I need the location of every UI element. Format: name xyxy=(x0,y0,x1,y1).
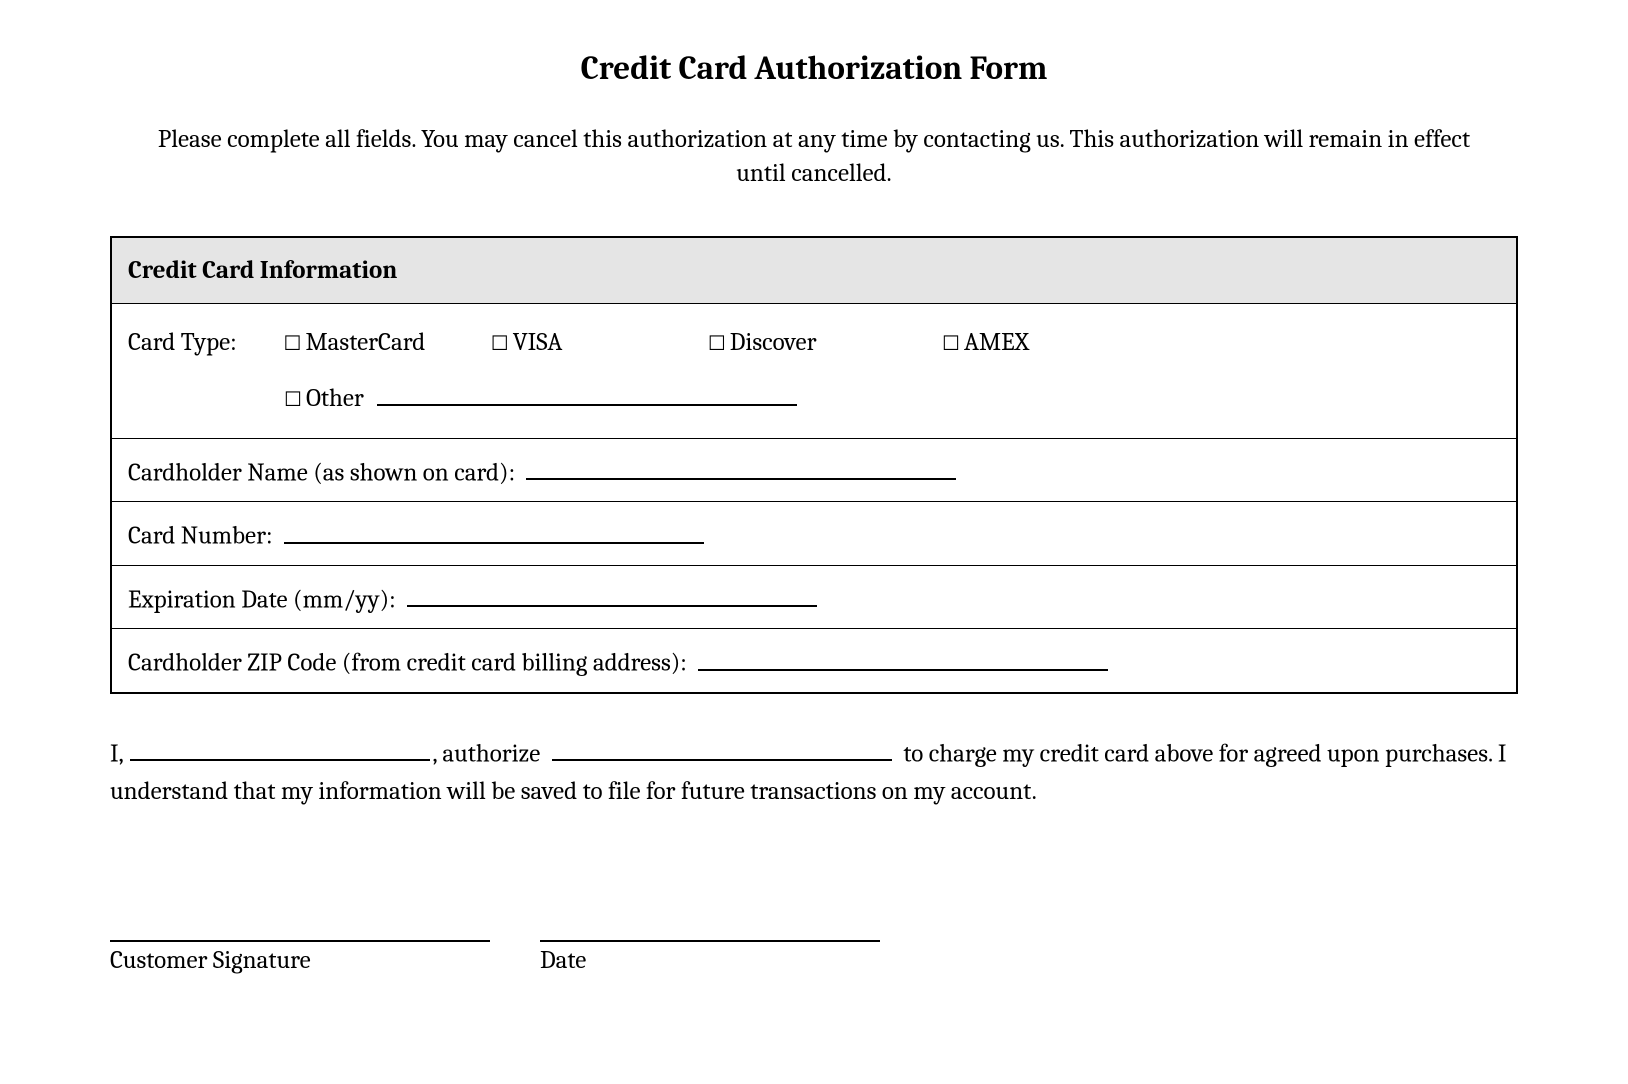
checkbox-label: AMEX xyxy=(964,328,1029,357)
zip-input-line[interactable] xyxy=(698,643,1108,671)
zip-label: Cardholder ZIP Code (from credit card bi… xyxy=(128,649,687,678)
card-number-label: Card Number: xyxy=(128,522,272,551)
checkbox-label: MasterCard xyxy=(305,328,425,357)
auth-merchant-input-line[interactable] xyxy=(552,734,892,762)
form-title: Credit Card Authorization Form xyxy=(110,50,1518,88)
checkbox-label: VISA xyxy=(513,328,563,357)
checkbox-other[interactable]: ☐Other xyxy=(284,374,797,424)
expiration-row: Expiration Date (mm/yy): xyxy=(111,565,1517,629)
customer-signature-line[interactable] xyxy=(110,940,490,942)
authorization-statement: I, , authorize to charge my credit card … xyxy=(110,734,1518,811)
card-type-label: Card Type: xyxy=(128,318,278,368)
auth-name-input-line[interactable] xyxy=(130,734,430,762)
card-type-row: Card Type: ☐MasterCard ☐VISA ☐Discover ☐… xyxy=(111,303,1517,438)
checkbox-icon: ☐ xyxy=(284,380,302,420)
instructions-text: Please complete all fields. You may canc… xyxy=(145,123,1483,191)
date-signature-line[interactable] xyxy=(540,940,880,942)
cardholder-name-input-line[interactable] xyxy=(526,453,956,481)
credit-card-info-table: Credit Card Information Card Type: ☐Mast… xyxy=(110,236,1518,694)
customer-signature-label: Customer Signature xyxy=(110,946,490,975)
checkbox-icon: ☐ xyxy=(491,324,509,364)
checkbox-icon: ☐ xyxy=(942,324,960,364)
checkbox-label: Other xyxy=(306,384,364,413)
checkbox-mastercard[interactable]: ☐MasterCard xyxy=(284,318,426,368)
cardholder-name-label: Cardholder Name (as shown on card): xyxy=(128,458,515,487)
customer-signature-block: Customer Signature xyxy=(110,940,490,975)
checkbox-amex[interactable]: ☐AMEX xyxy=(942,318,1029,368)
checkbox-visa[interactable]: ☐VISA xyxy=(491,318,563,368)
section-header: Credit Card Information xyxy=(111,237,1517,304)
card-number-input-line[interactable] xyxy=(284,516,704,544)
auth-prefix: I, xyxy=(110,739,123,768)
checkbox-discover[interactable]: ☐Discover xyxy=(708,318,817,368)
date-label: Date xyxy=(540,946,880,975)
other-input-line[interactable] xyxy=(377,378,797,406)
checkbox-icon: ☐ xyxy=(708,324,726,364)
checkbox-label: Discover xyxy=(730,328,817,357)
auth-mid1: , authorize xyxy=(432,739,540,768)
card-number-row: Card Number: xyxy=(111,502,1517,566)
date-block: Date xyxy=(540,940,880,975)
expiration-label: Expiration Date (mm/yy): xyxy=(128,585,395,614)
expiration-input-line[interactable] xyxy=(407,580,817,608)
signature-section: Customer Signature Date xyxy=(110,940,1518,975)
checkbox-icon: ☐ xyxy=(284,324,302,364)
zip-row: Cardholder ZIP Code (from credit card bi… xyxy=(111,629,1517,693)
cardholder-name-row: Cardholder Name (as shown on card): xyxy=(111,438,1517,502)
